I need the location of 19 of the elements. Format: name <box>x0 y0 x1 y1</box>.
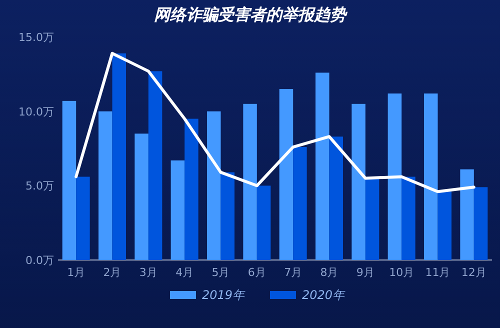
x-tick-label: 4月 <box>176 266 194 279</box>
y-tick-label: 0.0万 <box>26 254 54 267</box>
legend-label: 2020年 <box>302 288 346 302</box>
x-tick-label: 11月 <box>425 266 450 279</box>
x-tick-label: 10月 <box>389 266 414 279</box>
x-tick-label: 8月 <box>320 266 338 279</box>
x-tick-label: 3月 <box>139 266 158 279</box>
x-tick-label: 5月 <box>212 266 230 279</box>
chart-title: 网络诈骗受害者的举报趋势 <box>154 5 348 24</box>
y-tick-label: 15.0万 <box>18 31 54 44</box>
x-tick-label: 9月 <box>356 266 374 279</box>
x-tick-label: 7月 <box>284 266 302 279</box>
y-tick-label: 10.0万 <box>18 105 54 118</box>
legend-label: 2019年 <box>202 288 246 302</box>
x-tick-label: 12月 <box>461 266 486 279</box>
x-tick-label: 2月 <box>103 266 122 279</box>
x-tick-label: 1月 <box>67 266 86 279</box>
x-tick-label: 6月 <box>248 266 266 279</box>
y-tick-label: 5.0万 <box>26 180 54 193</box>
